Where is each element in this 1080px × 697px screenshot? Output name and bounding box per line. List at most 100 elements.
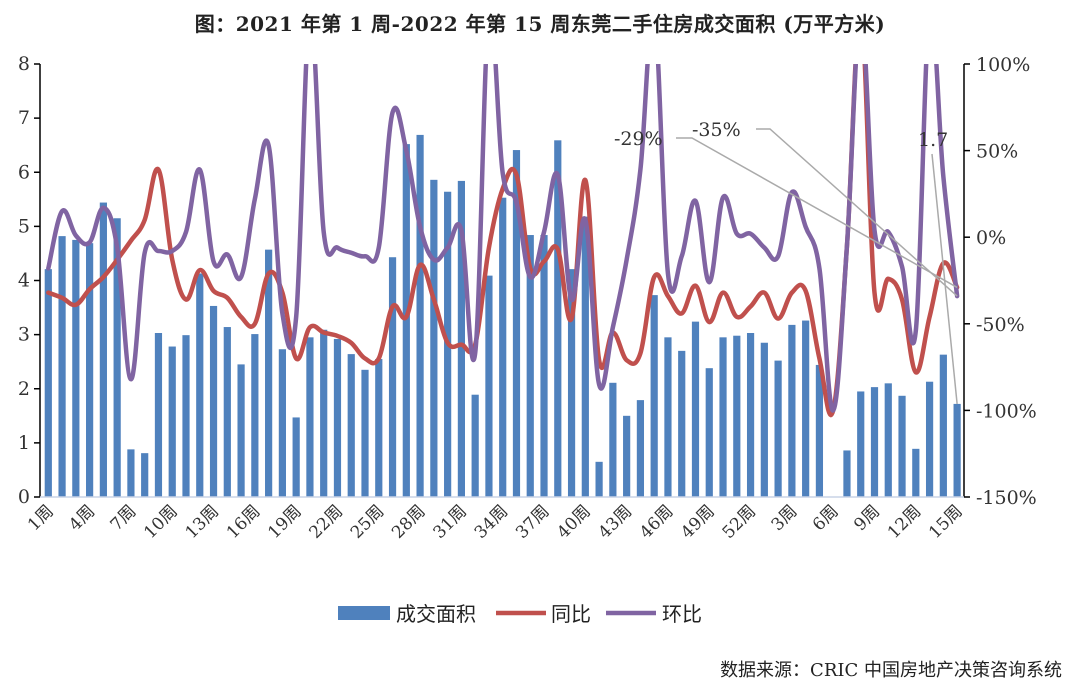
bar-20	[306, 337, 314, 497]
bar-18	[278, 349, 286, 497]
bar-8	[141, 453, 149, 497]
mom-line	[46, 64, 960, 413]
bar-62	[884, 383, 892, 497]
bar-6	[113, 218, 121, 497]
right-tick-label: 100%	[976, 54, 1030, 76]
x-tick-label: 25周	[347, 501, 388, 542]
legend-label-area: 成交面积	[396, 602, 476, 626]
bar-43	[623, 415, 631, 497]
x-tick-label: 40周	[553, 501, 594, 542]
left-tick-label: 1	[18, 432, 30, 454]
bar-31	[457, 180, 465, 497]
bar-54	[774, 360, 782, 497]
bar-4	[86, 243, 94, 497]
left-tick-label: 8	[18, 53, 30, 75]
bar-38	[554, 140, 562, 497]
x-tick-label: 34周	[471, 501, 512, 542]
bar-11	[182, 335, 190, 497]
bar-14	[223, 327, 231, 497]
bar-33	[485, 275, 493, 497]
bar-59	[843, 450, 851, 497]
bar-23	[347, 354, 355, 497]
bar-36	[526, 235, 534, 497]
bar-21	[320, 329, 328, 497]
bar-28	[416, 134, 424, 497]
right-tick-label: -100%	[976, 400, 1037, 422]
bar-26	[388, 257, 397, 497]
bar-45	[650, 295, 658, 497]
left-tick-label: 0	[18, 486, 30, 508]
bar-37	[540, 235, 548, 497]
x-tick-label: 7周	[107, 501, 141, 535]
bar-16	[251, 334, 259, 497]
bar-13	[209, 305, 218, 497]
bar-60	[857, 391, 865, 497]
bar-10	[168, 346, 176, 497]
left-tick-label: 6	[18, 161, 30, 183]
bar-61	[870, 387, 879, 497]
bar-46	[664, 337, 672, 497]
bar-66	[939, 354, 947, 497]
annotation-mom-leader	[756, 128, 958, 297]
bar-35	[512, 150, 521, 497]
bar-55	[788, 324, 796, 497]
right-tick-label: -150%	[976, 487, 1037, 509]
bar-47	[678, 350, 686, 497]
bar-29	[430, 179, 438, 497]
bar-41	[595, 461, 603, 497]
x-tick-label: 4周	[65, 501, 99, 535]
x-tick-label: 37周	[512, 501, 553, 542]
x-tick-label: 6周	[809, 501, 843, 535]
chart-title: 图：2021 年第 1 周-2022 年第 15 周东莞二手住房成交面积 (万平…	[194, 12, 886, 36]
x-tick-label: 12周	[884, 501, 925, 542]
bar-25	[375, 358, 383, 497]
bar-40	[581, 216, 589, 497]
annotation-bar-leader	[931, 153, 958, 404]
bar-63	[898, 395, 906, 497]
right-tick-label: 50%	[976, 141, 1018, 163]
x-tick-label: 52周	[719, 501, 760, 542]
legend-label-yoy: 同比	[551, 602, 591, 626]
bar-27	[402, 144, 410, 498]
legend-label-mom: 环比	[662, 602, 702, 626]
bar-22	[333, 338, 342, 497]
x-tick-label: 22周	[306, 501, 347, 542]
bar-24	[361, 369, 369, 497]
x-tick-label: 13周	[182, 501, 223, 542]
bar-1	[44, 269, 52, 497]
bar-19	[292, 417, 300, 497]
annotation-yoy-label: -29%	[614, 128, 663, 150]
x-tick-label: 49周	[677, 501, 718, 542]
bar-9	[154, 333, 163, 497]
left-tick-label: 3	[18, 324, 30, 346]
bar-64	[912, 448, 920, 497]
x-tick-label: 43周	[595, 501, 636, 542]
bar-49	[705, 368, 713, 497]
bar-7	[127, 449, 135, 497]
x-tick-label: 9周	[850, 501, 884, 535]
bar-39	[567, 269, 576, 497]
x-tick-label: 16周	[223, 501, 264, 542]
annotation-yoy-leader	[676, 137, 958, 289]
bar-57	[815, 364, 824, 497]
left-tick-label: 4	[18, 270, 30, 292]
left-tick-label: 7	[18, 107, 30, 129]
bar-51	[733, 335, 741, 497]
x-tick-label: 31周	[429, 501, 470, 542]
bar-34	[499, 197, 507, 497]
annotation-mom-label: -35%	[692, 119, 741, 141]
bar-53	[760, 342, 768, 497]
bar-65	[925, 381, 934, 497]
bar-44	[636, 400, 645, 497]
bar-67	[953, 403, 961, 497]
x-tick-label: 10周	[140, 501, 181, 542]
bar-50	[719, 337, 727, 497]
bar-15	[237, 364, 245, 497]
x-tick-label: 19周	[264, 501, 305, 542]
left-tick-label: 2	[18, 378, 30, 400]
x-tick-label: 3周	[768, 501, 802, 535]
x-tick-label: 46周	[636, 501, 677, 542]
right-tick-label: -50%	[976, 314, 1025, 336]
bar-2	[58, 236, 66, 497]
